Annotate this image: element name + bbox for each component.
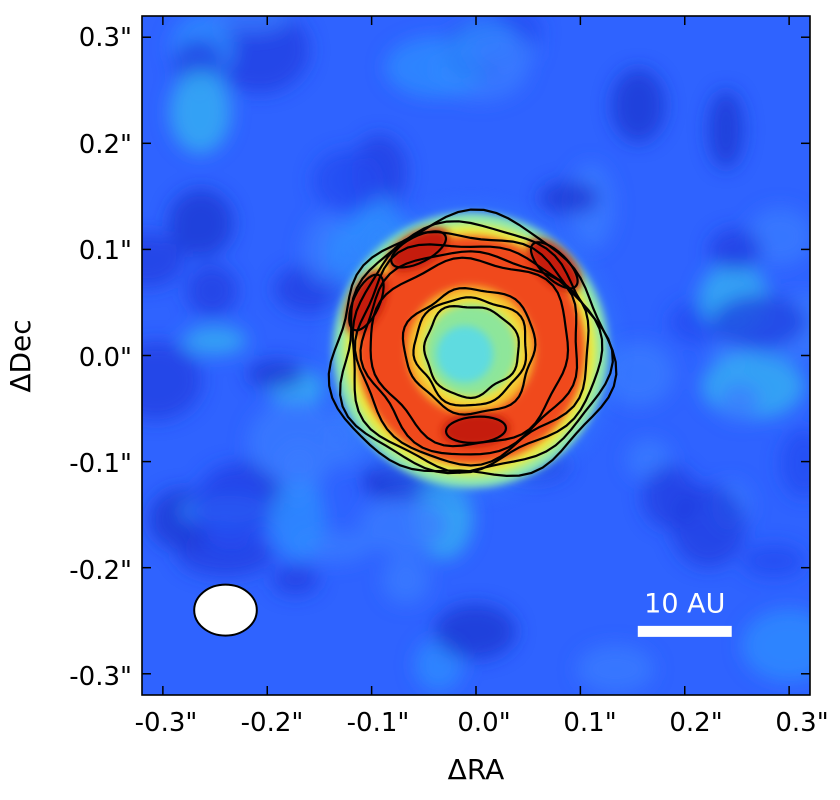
noise-blob bbox=[169, 70, 232, 154]
x-tick-labels: -0.3" -0.2" -0.1" 0.0" 0.1" 0.2" 0.3" bbox=[135, 708, 829, 738]
noise-blob bbox=[247, 399, 344, 485]
x-tick-label: -0.3" bbox=[135, 708, 198, 738]
y-tick-label: 0.2" bbox=[79, 130, 132, 160]
contour-inner bbox=[401, 286, 537, 416]
noise-blob bbox=[212, 16, 292, 34]
noise-blob bbox=[182, 326, 247, 355]
y-tick-label: 0.3" bbox=[79, 23, 132, 53]
contour-peak bbox=[444, 415, 508, 444]
y-tick-label: 0.0" bbox=[79, 343, 132, 373]
noise-blob bbox=[712, 294, 807, 349]
x-tick-label: 0.3" bbox=[775, 708, 828, 738]
noise-blob bbox=[611, 68, 666, 143]
noise-blob bbox=[186, 265, 238, 317]
plot-area bbox=[142, 16, 810, 695]
noise-blob bbox=[246, 359, 305, 389]
noise-blob bbox=[469, 33, 537, 71]
x-tick-label: 0.1" bbox=[563, 708, 616, 738]
contour-outer bbox=[359, 250, 579, 456]
contour-lines bbox=[327, 208, 618, 478]
noise-blob bbox=[538, 181, 600, 215]
noise-blob bbox=[312, 149, 385, 212]
cavity-center bbox=[436, 325, 494, 383]
y-tick-label: -0.1" bbox=[69, 449, 132, 479]
contour-peak bbox=[390, 230, 447, 269]
noise-blob bbox=[271, 564, 320, 596]
noise-blob bbox=[671, 484, 747, 568]
scale-bar-label: 10 AU bbox=[644, 588, 725, 619]
noise-blob bbox=[708, 228, 762, 272]
bright-arc-north-east bbox=[527, 238, 582, 293]
noise-blob bbox=[741, 544, 806, 578]
noise-blob bbox=[142, 341, 203, 420]
bright-arc-north-west bbox=[387, 227, 450, 272]
noise-blob bbox=[707, 90, 745, 169]
y-tick-label: -0.2" bbox=[69, 556, 132, 586]
x-tick-label: 0.2" bbox=[669, 708, 722, 738]
axis-ticks bbox=[142, 16, 810, 695]
x-tick-label: -0.1" bbox=[347, 708, 410, 738]
x-tick-label: -0.2" bbox=[241, 708, 304, 738]
noise-blob bbox=[576, 644, 655, 693]
bright-arc-south bbox=[442, 412, 510, 447]
contour-outer bbox=[351, 230, 604, 474]
contour-outer bbox=[369, 256, 570, 448]
noise-blob bbox=[434, 603, 517, 660]
contour-inner bbox=[422, 304, 520, 400]
noise-blob bbox=[168, 189, 234, 258]
contour-peak bbox=[529, 241, 579, 290]
beam-ellipse bbox=[193, 583, 258, 637]
y-tick-labels: 0.3" 0.2" 0.1" 0.0" -0.1" -0.2" -0.3" bbox=[69, 23, 132, 692]
noise-blob bbox=[269, 477, 326, 560]
noise-blob bbox=[142, 233, 185, 288]
noise-blob bbox=[193, 464, 270, 551]
contour-outer bbox=[327, 208, 618, 478]
contour-peak bbox=[348, 273, 385, 332]
noise-blob bbox=[718, 383, 761, 421]
y-axis-label: ΔDec bbox=[4, 319, 37, 392]
x-axis-label: ΔRA bbox=[448, 753, 505, 786]
noise-blob bbox=[382, 555, 431, 605]
x-tick-label: 0.0" bbox=[457, 708, 510, 738]
contour-inner bbox=[412, 296, 528, 407]
noise-blob bbox=[358, 496, 449, 555]
y-tick-label: -0.3" bbox=[69, 662, 132, 692]
noise-blob bbox=[209, 16, 310, 94]
noise-blob bbox=[780, 429, 810, 498]
disk-emission bbox=[306, 186, 635, 515]
noise-blob bbox=[741, 608, 810, 682]
y-tick-label: 0.1" bbox=[79, 236, 132, 266]
noise-blob bbox=[747, 207, 810, 266]
